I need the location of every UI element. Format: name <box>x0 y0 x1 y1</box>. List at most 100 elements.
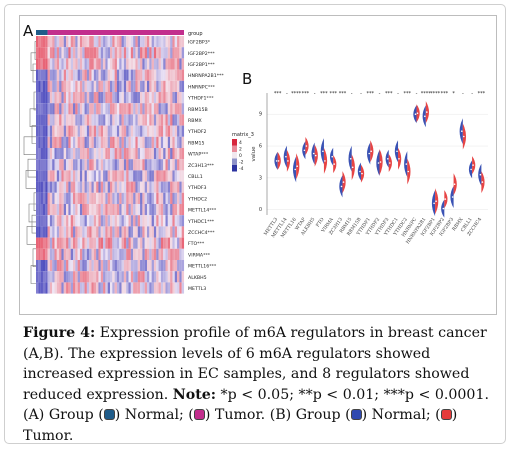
heatmap-cell <box>84 159 87 171</box>
heatmap-cell <box>56 204 60 216</box>
heatmap-cell <box>133 192 136 204</box>
heatmap-cell <box>75 204 78 216</box>
heatmap-cell <box>103 69 106 81</box>
heatmap-cell <box>140 125 143 137</box>
heatmap-cell <box>107 47 111 59</box>
heatmap-cell <box>112 226 115 238</box>
heatmap-cell <box>114 282 117 294</box>
heatmap-cell <box>126 114 129 126</box>
heatmap-cell <box>61 271 64 283</box>
violin-median <box>312 152 315 155</box>
heatmap-cell <box>91 69 94 81</box>
heatmap-cell <box>140 237 143 249</box>
heatmap-cell <box>130 248 134 260</box>
dendrogram-branch <box>33 192 36 211</box>
heatmap-cell <box>123 159 127 171</box>
heatmap-cell <box>47 271 50 283</box>
heatmap-cell <box>112 58 115 70</box>
heatmap-cell <box>119 148 122 160</box>
heatmap-cell <box>40 282 43 294</box>
heatmap-gene-label: YTHDF1*** <box>187 96 214 102</box>
violin-median <box>359 170 361 173</box>
heatmap-cell <box>61 260 64 272</box>
heatmap-cell <box>63 36 67 48</box>
heatmap-cell <box>59 170 62 182</box>
heatmap-cell <box>103 80 106 92</box>
heatmap-cell <box>105 114 108 126</box>
heatmap-cell <box>126 215 129 227</box>
heatmap-cell <box>112 170 115 182</box>
heatmap-cell <box>174 69 178 81</box>
heatmap-cell <box>79 148 83 160</box>
heatmap-cell <box>179 271 182 283</box>
heatmap-cell <box>160 47 164 59</box>
violin-median <box>451 196 454 198</box>
heatmap-cell <box>86 192 90 204</box>
heatmap-cell <box>68 181 71 193</box>
heatmap-cell <box>153 215 157 227</box>
heatmap-cell <box>121 237 124 249</box>
heatmap-cell <box>126 260 129 272</box>
heatmap-cell <box>163 92 166 104</box>
panel-a-label: A <box>23 22 34 40</box>
heatmap-cell <box>91 282 94 294</box>
heatmap-cell <box>133 148 136 160</box>
heatmap-cell <box>135 114 138 126</box>
heatmap-cell <box>63 103 67 115</box>
heatmap-cell <box>163 69 166 81</box>
heatmap-cell <box>73 92 76 104</box>
significance-label: - <box>360 91 362 97</box>
heatmap-cell <box>77 271 80 283</box>
heatmap-cell <box>45 148 48 160</box>
heatmap-cell <box>86 69 90 81</box>
heatmap-gene-label: FTO*** <box>188 241 205 247</box>
heatmap-cell <box>61 80 64 92</box>
heatmap-cell <box>133 204 136 216</box>
heatmap-cell <box>68 47 71 59</box>
heatmap-cell <box>151 204 154 216</box>
heatmap-cell <box>59 226 62 238</box>
heatmap-cell <box>77 260 80 272</box>
heatmap-cell <box>181 215 185 227</box>
heatmap-cell <box>156 159 159 171</box>
heatmap-cell <box>70 58 74 70</box>
heatmap-cell <box>147 136 150 148</box>
heatmap-cell <box>82 47 85 59</box>
heatmap-cell <box>174 36 178 48</box>
heatmap-cell <box>36 125 39 137</box>
heatmap-cell <box>142 69 145 81</box>
heatmap-cell <box>153 125 157 137</box>
heatmap-cell <box>68 159 71 171</box>
heatmap-cell <box>177 103 180 115</box>
heatmap-cell <box>153 248 157 260</box>
heatmap-cell <box>156 260 159 272</box>
heatmap-cell <box>110 136 113 148</box>
heatmap-cell <box>165 148 168 160</box>
heatmap-cell <box>68 260 71 272</box>
heatmap-cell <box>140 148 143 160</box>
heatmap-cell <box>170 226 173 238</box>
heatmap-cell <box>100 248 104 260</box>
significance-label: *** <box>366 91 374 97</box>
heatmap-cell <box>119 271 122 283</box>
heatmap-cell <box>130 204 134 216</box>
heatmap-cell <box>93 226 97 238</box>
heatmap-cell <box>165 103 168 115</box>
heatmap-cell <box>66 170 69 182</box>
heatmap-cell <box>121 36 124 48</box>
violin-median <box>405 163 408 165</box>
group-bar-normal <box>36 30 48 35</box>
heatmap-cell <box>42 215 46 227</box>
heatmap-cell <box>174 103 178 115</box>
heatmap-cell <box>36 215 39 227</box>
heatmap-cell <box>149 215 152 227</box>
heatmap-cell <box>156 47 159 59</box>
heatmap-cell <box>123 148 127 160</box>
heatmap-cell <box>82 181 85 193</box>
heatmap-cell <box>151 136 154 148</box>
heatmap-cell <box>135 192 138 204</box>
heatmap-cell <box>116 136 120 148</box>
heatmap-cell <box>98 36 101 48</box>
heatmap-cell <box>59 47 62 59</box>
heatmap-cell <box>96 36 99 48</box>
